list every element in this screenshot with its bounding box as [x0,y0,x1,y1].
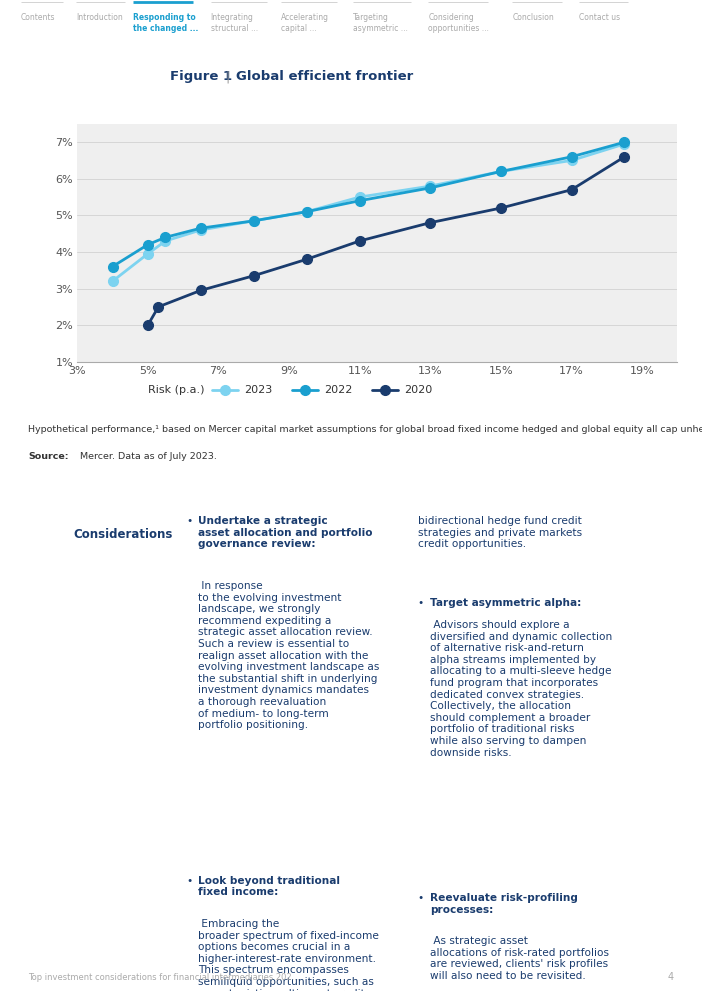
Text: Contents: Contents [21,13,55,22]
Text: Top investment considerations for financial intermediaries 202...: Top investment considerations for financ… [28,972,300,982]
Text: Embracing the
broader spectrum of fixed-income
options becomes crucial in a
high: Embracing the broader spectrum of fixed-… [199,919,379,991]
Text: Introduction: Introduction [76,13,123,22]
Text: Undertake a strategic
asset allocation and portfolio
governance review:: Undertake a strategic asset allocation a… [199,516,373,549]
Text: •: • [186,876,192,886]
Text: •: • [418,893,424,903]
Text: Look beyond traditional
fixed income:: Look beyond traditional fixed income: [199,876,340,897]
Text: bidirectional hedge fund credit
strategies and private markets
credit opportunit: bidirectional hedge fund credit strategi… [418,516,582,549]
Text: 2022: 2022 [324,385,352,395]
Text: Advisors should explore a
diversified and dynamic collection
of alternative risk: Advisors should explore a diversified an… [430,620,612,758]
Text: •: • [418,599,424,608]
Text: 2020: 2020 [404,385,432,395]
Text: Target asymmetric alpha:: Target asymmetric alpha: [430,599,581,608]
Text: Risk (p.a.): Risk (p.a.) [148,385,204,395]
Text: Global efficient frontier: Global efficient frontier [236,70,413,83]
Text: 2023: 2023 [244,385,272,395]
Text: As strategic asset
allocations of risk-rated portfolios
are reviewed, clients' r: As strategic asset allocations of risk-r… [430,936,609,981]
Text: Considering
opportunities ...: Considering opportunities ... [428,13,489,33]
Text: Targeting
asymmetric ...: Targeting asymmetric ... [353,13,408,33]
Text: Considerations: Considerations [73,528,173,541]
Text: Conclusion: Conclusion [512,13,554,22]
Text: In response
to the evolving investment
landscape, we strongly
recommend expediti: In response to the evolving investment l… [199,581,380,730]
Text: Accelerating
capital ...: Accelerating capital ... [281,13,329,33]
Text: Integrating
structural ...: Integrating structural ... [211,13,258,33]
Text: Contact us: Contact us [579,13,621,22]
Text: Responding to
the changed ...: Responding to the changed ... [133,13,199,33]
Text: Hypothetical performance,¹ based on Mercer capital market assumptions for global: Hypothetical performance,¹ based on Merc… [28,425,702,434]
Text: Reevaluate risk-profiling
processes:: Reevaluate risk-profiling processes: [430,893,578,915]
Text: 4: 4 [668,972,674,982]
Text: •: • [186,516,192,526]
Text: Figure 1: Figure 1 [170,70,232,83]
Text: Mercer. Data as of July 2023.: Mercer. Data as of July 2023. [77,452,217,461]
Text: |: | [225,70,230,83]
Text: Source:: Source: [28,452,69,461]
